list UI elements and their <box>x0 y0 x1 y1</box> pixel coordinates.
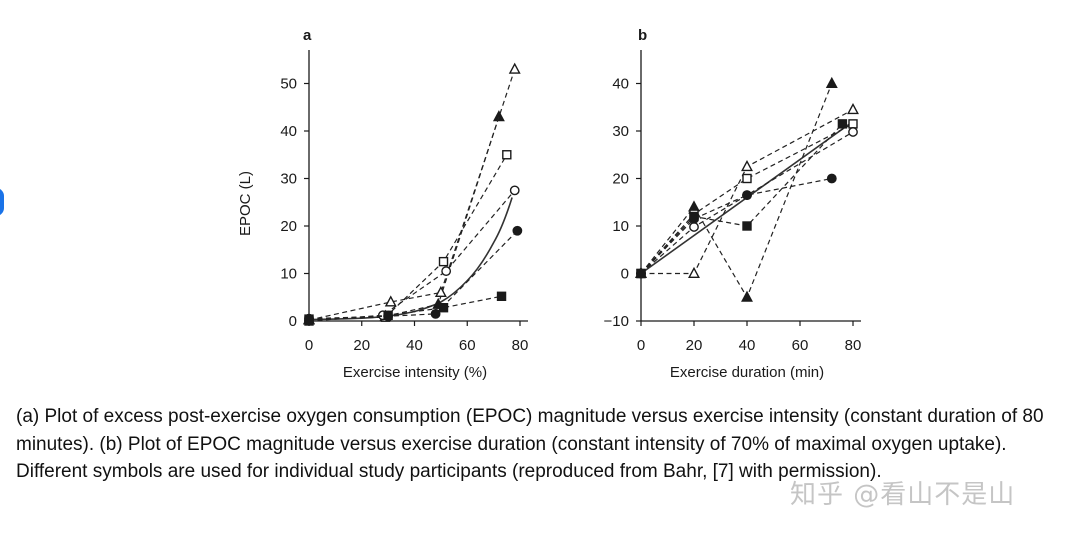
x-tick-label: 0 <box>305 337 313 354</box>
panel-label: b <box>638 27 647 44</box>
fit-curve <box>308 197 513 321</box>
x-axis-title: Exercise duration (min) <box>670 364 824 381</box>
watermark: 知乎 @看山不是山 <box>790 480 1016 510</box>
series-square-filled <box>304 291 507 326</box>
x-tick-label: 80 <box>845 337 862 354</box>
x-tick-label: 20 <box>686 337 703 354</box>
y-tick-label: 10 <box>280 266 297 283</box>
y-tick-label: 20 <box>280 218 297 235</box>
series-line <box>640 83 833 299</box>
data-point <box>741 290 753 302</box>
x-tick-label: 60 <box>792 337 809 354</box>
y-tick-label: −10 <box>604 313 629 330</box>
y-axis-title: EPOC (L) <box>237 171 254 236</box>
data-point <box>742 221 752 231</box>
y-tick-label: 0 <box>289 313 297 330</box>
data-point <box>636 268 646 279</box>
series-circle-filled <box>304 225 523 324</box>
x-tick-label: 60 <box>459 337 476 354</box>
data-point <box>438 303 449 313</box>
data-point <box>502 150 512 160</box>
chart-panel-a: a 0 20 40 60 80 0 10 20 30 40 50 Exercise intensity … <box>237 27 528 381</box>
series-line <box>640 123 854 274</box>
data-point <box>508 62 521 74</box>
series-line <box>308 116 500 321</box>
data-point <box>847 102 859 115</box>
series-line <box>308 189 516 322</box>
series-line <box>308 230 518 320</box>
x-axis-title: Exercise intensity (%) <box>343 364 487 381</box>
blue-edge-marker <box>0 188 4 216</box>
x-tick-label: 40 <box>739 337 756 354</box>
series-line <box>640 123 843 274</box>
y-tick-label: 40 <box>280 123 297 140</box>
data-point <box>383 310 393 320</box>
series-triangle-filled <box>635 76 838 302</box>
series-circle-filled <box>636 173 837 279</box>
panel-label: a <box>303 27 312 44</box>
series-triangle-filled <box>303 110 505 325</box>
x-tick-label: 0 <box>637 337 645 354</box>
data-point <box>837 119 848 129</box>
data-point <box>848 127 858 137</box>
data-point <box>512 225 523 236</box>
y-tick-label: 50 <box>280 76 297 93</box>
series-circle-open <box>636 127 858 279</box>
data-point <box>688 266 700 278</box>
series-line <box>308 154 508 320</box>
y-tick-label: 30 <box>280 171 297 188</box>
data-point <box>689 211 699 222</box>
y-tick-label: 20 <box>612 171 629 188</box>
epoc-figure: a 0 20 40 60 80 0 10 20 30 40 50 Exercise intensity … <box>237 27 862 381</box>
series-line <box>640 177 832 274</box>
figure-caption: (a) Plot of excess post-exercise oxygen … <box>16 406 1044 482</box>
data-point <box>509 185 520 196</box>
data-point <box>741 159 753 172</box>
data-point <box>430 308 441 319</box>
series-line <box>640 131 854 274</box>
series-line <box>308 295 502 322</box>
data-point <box>742 190 752 201</box>
data-point <box>441 266 452 277</box>
data-point <box>825 76 838 89</box>
x-tick-label: 80 <box>512 337 529 354</box>
data-point <box>304 316 314 326</box>
data-point <box>496 291 507 301</box>
x-tick-label: 40 <box>406 337 423 354</box>
data-point <box>492 110 505 122</box>
series-line <box>308 69 516 321</box>
y-tick-label: 30 <box>612 123 629 140</box>
y-tick-label: 0 <box>621 266 629 283</box>
y-tick-label: 10 <box>612 218 629 235</box>
series-triangle-open <box>303 62 521 325</box>
data-point <box>434 285 447 297</box>
series-line <box>641 109 854 275</box>
data-point <box>848 119 858 129</box>
chart-panel-b: b 0 20 40 60 80 −10 0 10 20 30 40 Exercise duration … <box>604 27 862 381</box>
data-point <box>742 173 752 184</box>
series-square-filled <box>636 119 848 279</box>
data-point <box>438 256 449 267</box>
epoc-charts-svg: a 0 20 40 60 80 0 10 20 30 40 50 Exercise intensity … <box>237 27 862 381</box>
data-point <box>689 222 699 232</box>
y-tick-label: 40 <box>612 76 629 93</box>
x-tick-label: 20 <box>353 337 370 354</box>
data-point <box>384 295 397 307</box>
data-point <box>826 173 837 184</box>
